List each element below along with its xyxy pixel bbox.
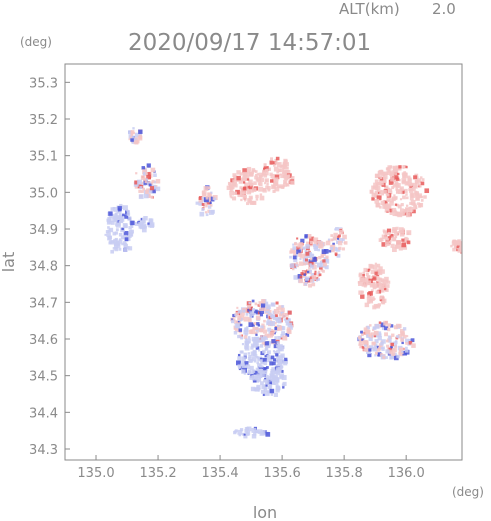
altitude-label: ALT(km) — [339, 0, 400, 18]
echo-region — [289, 234, 330, 288]
echo-layer — [104, 127, 462, 439]
altitude-value: 2.0 — [432, 0, 456, 18]
x-axis-label: lon — [253, 503, 277, 521]
x-tick-label: 135.0 — [77, 466, 114, 481]
y-axis: 34.3 34.4 34.5 34.6 34.7 34.8 34.9 35.0 35.1 35.2… — [29, 76, 70, 458]
x-tick-label: 135.6 — [264, 466, 301, 481]
chart-title: 2020/09/17 14:57:01 — [128, 30, 371, 56]
echo-region — [195, 185, 218, 217]
echo-region — [325, 227, 348, 258]
echo-region — [249, 366, 287, 397]
echo-region — [357, 262, 391, 310]
x-tick-label: 135.4 — [201, 466, 238, 481]
echo-region — [261, 156, 295, 193]
echo-region — [450, 239, 462, 254]
y-tick-label: 34.5 — [29, 370, 58, 385]
echo-region — [369, 165, 430, 218]
echo-region — [357, 320, 416, 361]
y-unit-label: (deg) — [20, 35, 52, 49]
echo-region — [128, 127, 143, 145]
y-tick-label: 34.4 — [29, 406, 58, 421]
y-tick-label: 34.3 — [29, 443, 58, 458]
y-tick-label: 35.2 — [29, 113, 58, 128]
echo-region — [378, 226, 412, 253]
y-tick-label: 34.8 — [29, 260, 58, 275]
y-axis-label: lat — [0, 252, 18, 273]
y-tick-label: 35.3 — [29, 76, 58, 91]
echo-region — [134, 216, 155, 233]
plot-frame — [64, 63, 463, 461]
echo-region — [104, 203, 135, 254]
x-tick-label: 135.2 — [139, 466, 176, 481]
echo-region — [233, 426, 271, 439]
y-tick-label: 35.0 — [29, 186, 58, 201]
y-tick-label: 35.1 — [29, 150, 58, 165]
y-tick-label: 34.6 — [29, 333, 58, 348]
x-tick-label: 135.8 — [326, 466, 363, 481]
x-axis: 135.0 135.2 135.4 135.6 135.8 136.0 — [77, 455, 425, 481]
y-tick-label: 34.9 — [29, 223, 58, 238]
y-tick-label: 34.7 — [29, 296, 58, 311]
echo-region — [226, 166, 267, 206]
x-tick-label: 136.0 — [388, 466, 425, 481]
echo-region — [133, 163, 161, 200]
x-unit-label: (deg) — [452, 485, 484, 499]
